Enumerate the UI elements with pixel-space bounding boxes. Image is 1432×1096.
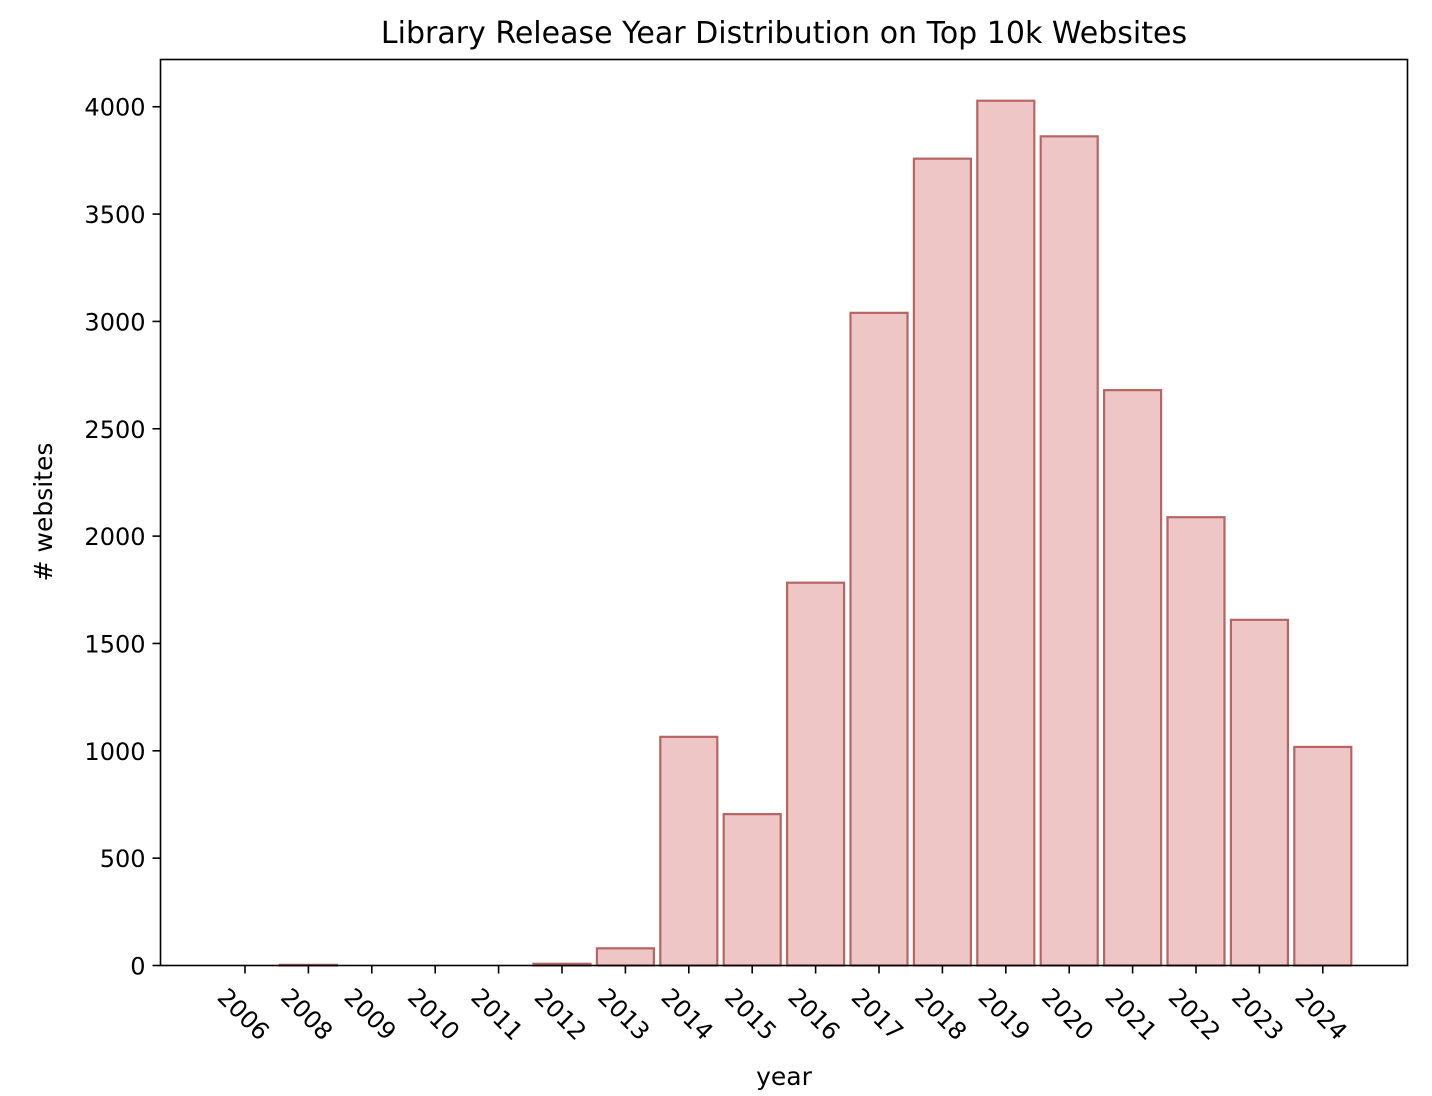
x-tick-label: 2020 bbox=[1036, 983, 1099, 1046]
x-tick-label: 2016 bbox=[782, 983, 845, 1046]
bar-2020 bbox=[1039, 135, 1099, 967]
y-axis-label: # websites bbox=[29, 443, 58, 582]
x-tick-label: 2008 bbox=[275, 983, 338, 1046]
plot-frame bbox=[159, 58, 1409, 967]
bar-2024 bbox=[1293, 745, 1353, 967]
x-axis-label: year bbox=[756, 1062, 812, 1091]
x-tick-label: 2009 bbox=[339, 983, 402, 1046]
x-tick-label: 2010 bbox=[402, 983, 465, 1046]
x-tick-label: 2017 bbox=[846, 983, 909, 1046]
y-tick-label: 2000 bbox=[84, 523, 145, 551]
bar-2013 bbox=[595, 947, 656, 967]
y-tick-label: 3500 bbox=[84, 201, 145, 229]
x-tick-label: 2022 bbox=[1163, 983, 1226, 1046]
bar-2014 bbox=[659, 735, 719, 967]
x-tick-label: 2019 bbox=[973, 983, 1036, 1046]
x-tick-label: 2015 bbox=[719, 983, 782, 1046]
bar-2015 bbox=[722, 813, 782, 967]
bar-2018 bbox=[912, 157, 973, 967]
bar-2016 bbox=[785, 581, 846, 967]
y-tick-label: 1000 bbox=[84, 738, 145, 766]
y-tick-label: 1500 bbox=[84, 630, 145, 658]
y-tick-label: 0 bbox=[130, 953, 145, 981]
x-tick-label: 2021 bbox=[1099, 983, 1162, 1046]
bar-2021 bbox=[1102, 389, 1163, 967]
bar-2017 bbox=[849, 311, 909, 967]
y-tick-label: 4000 bbox=[84, 94, 145, 122]
y-axis: 0 500 1000 1500 2000 2500 3000 3500 4000 bbox=[84, 94, 161, 981]
x-tick-label: 2011 bbox=[465, 983, 528, 1046]
y-tick-label: 500 bbox=[100, 845, 146, 873]
x-tick-label: 2012 bbox=[529, 983, 592, 1046]
chart-title: Library Release Year Distribution on Top… bbox=[381, 16, 1187, 51]
x-tick-label: 2006 bbox=[212, 983, 275, 1046]
x-tick-label: 2023 bbox=[1226, 983, 1289, 1046]
x-tick-label: 2024 bbox=[1290, 983, 1353, 1046]
bars-layer bbox=[278, 99, 1353, 967]
x-tick-label: 2013 bbox=[592, 983, 655, 1046]
bar-2023 bbox=[1229, 618, 1290, 967]
x-tick-label: 2018 bbox=[909, 983, 972, 1046]
x-tick-label: 2014 bbox=[656, 983, 719, 1046]
x-axis: 2006 2008 2009 2010 2011 2012 2013 2014 2015 2016… bbox=[212, 965, 1353, 1046]
bar-2019 bbox=[976, 99, 1036, 967]
y-tick-label: 3000 bbox=[84, 308, 145, 336]
bar-2022 bbox=[1166, 516, 1226, 967]
y-tick-label: 2500 bbox=[84, 416, 145, 444]
